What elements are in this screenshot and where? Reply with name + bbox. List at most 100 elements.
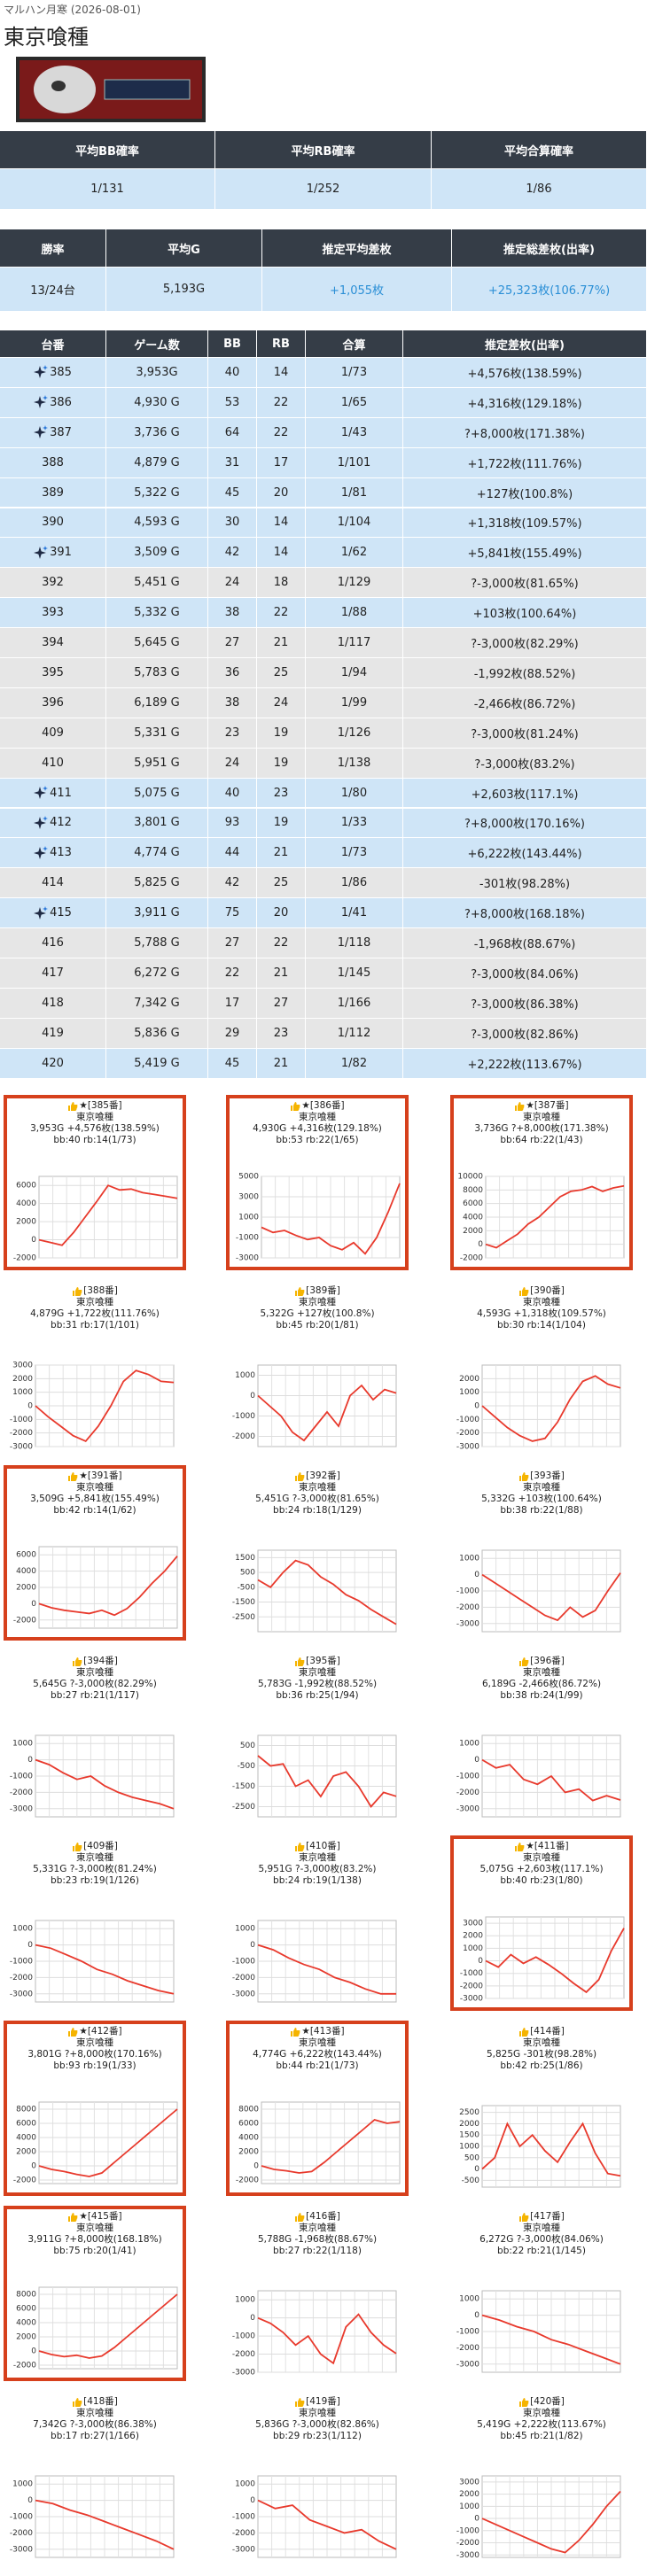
card-title: [389番] (306, 1285, 340, 1296)
cell-text: 4,774 G (134, 846, 180, 860)
sparkle-small (43, 845, 49, 851)
table-cell: 18 (257, 568, 306, 599)
table-cell: 13/24台 (0, 268, 106, 312)
cell-text: 392 (42, 576, 64, 590)
cell-text: 1/118 (337, 936, 371, 950)
cell-text: 420 (42, 1056, 64, 1070)
table-cell: 5,645 G (106, 628, 208, 658)
table-cell: 1/81 (306, 477, 403, 508)
cell-text: 1/62 (340, 546, 368, 560)
card-title-row: ★[411番] (454, 1841, 629, 1852)
cell-text: 396 (42, 695, 64, 710)
line-chart: -3000 -2000 -1000 0 1000 (10, 2475, 175, 2558)
table-cell: 5,825 G (106, 868, 208, 899)
card-annotation: 3,953G +4,576枚(138.59%) (30, 1123, 160, 1134)
cell-text: 25 (273, 876, 289, 890)
y-tick-label: 1000 (12, 2480, 33, 2489)
thumb-icon (519, 1657, 529, 1666)
card-title-row: ★[385番] (7, 1100, 183, 1112)
table-cell: 17 (208, 988, 257, 1019)
y-tick-label: -2000 (10, 2529, 33, 2538)
thumb-icon (68, 1471, 78, 1481)
cell-text: 5,825 G (134, 876, 180, 890)
cell-text: 24 (273, 695, 289, 710)
cell-text: +2,603枚(117.1%) (471, 788, 579, 802)
table-cell: 1/73 (306, 358, 403, 388)
y-tick-label: 4000 (463, 1214, 483, 1222)
table-cell: 3,953G (106, 358, 208, 388)
header-cell: 平均BB確率 (0, 131, 215, 169)
cell-text: 5,788 G (134, 936, 180, 950)
cell-text: 27 (224, 636, 240, 650)
table-cell: ?-3,000枚(81.24%) (403, 718, 647, 749)
y-tick-label: -500 (462, 2176, 480, 2185)
card-title-row: [414番] (450, 2026, 633, 2037)
y-tick-label: -2000 (456, 1603, 479, 1612)
table-cell: 389 (0, 477, 106, 508)
card-title-row: [409番] (4, 1841, 186, 1852)
y-tick-label: 1000 (459, 2295, 479, 2304)
table-cell: 22 (208, 958, 257, 989)
y-tick-label: 8000 (238, 2106, 259, 2114)
table-cell: 1/99 (306, 687, 403, 718)
header-cell: 推定平均差枚 (262, 229, 452, 268)
data-line (35, 1944, 175, 1995)
cell-text: -301枚(98.28%) (479, 878, 571, 892)
table-cell: 420 (0, 1048, 106, 1079)
table-cell: 5,951 G (106, 748, 208, 779)
thumb-icon (295, 1286, 305, 1296)
cell-text: 27 (273, 996, 289, 1010)
cell-text: 3,509 G (134, 546, 180, 560)
y-tick-label: -3000 (456, 2360, 479, 2369)
y-tick-label: 2000 (16, 1584, 36, 1593)
cell-text: 410 (42, 756, 64, 770)
card-annotation: 4,593G +1,318枚(109.57%) (477, 1308, 606, 1319)
data-line (481, 1758, 621, 1802)
thumb-icon (73, 1657, 82, 1666)
table-cell: 5,322 G (106, 477, 208, 508)
card-title-row: [389番] (226, 1285, 409, 1297)
y-tick-label: 1500 (459, 2131, 479, 2140)
line-chart: -3000 -2000 -1000 0 1000 (456, 1549, 621, 1633)
cell-text: 38 (224, 695, 240, 710)
cell-text: 1/131 (90, 182, 124, 196)
card-title: ★[391番] (79, 1470, 122, 1481)
table-cell: 414 (0, 868, 106, 899)
y-tick-label: -3000 (232, 2545, 255, 2554)
cell-text: 4,879 G (134, 455, 180, 469)
cell-text: 1/99 (340, 695, 368, 710)
y-tick-label: 0 (250, 1392, 255, 1401)
thumb-shape (519, 2212, 529, 2222)
line-chart: -3000 -2000 -1000 0 1000 2000 (456, 1364, 621, 1452)
card-title: [417番] (530, 2211, 565, 2222)
y-tick-label: -2000 (10, 1788, 33, 1797)
cell-text: 5,419 G (134, 1056, 180, 1070)
cell-text: -2,466枚(86.72%) (473, 697, 576, 711)
table-cell: 1/252 (215, 169, 432, 210)
cell-text: 418 (42, 996, 64, 1010)
y-tick-label: -1000 (10, 2513, 33, 2522)
y-tick-label: -2000 (232, 1432, 255, 1441)
y-tick-label: 0 (31, 1236, 36, 1245)
cell-text: 5,322 G (134, 485, 180, 500)
y-tick-label: 6000 (238, 2120, 259, 2129)
thumb-shape (295, 1657, 305, 1666)
y-tick-label: -2000 (13, 1254, 36, 1263)
table-cell: 17 (257, 447, 306, 478)
cell-text: 40 (224, 365, 240, 379)
cell-text: 5,836 G (134, 1026, 180, 1040)
cell-text: 1/86 (526, 182, 552, 196)
table-cell: 42 (208, 538, 257, 569)
card-title: [394番] (83, 1656, 118, 1666)
table-cell: 1/145 (306, 958, 403, 989)
y-tick-label: 0 (250, 2496, 255, 2505)
data-line (257, 2499, 397, 2550)
table-cell: 38 (208, 598, 257, 629)
table-cell: 5,419 G (106, 1048, 208, 1079)
card-title-row: ★[415番] (7, 2211, 183, 2223)
cell-text: 393 (42, 606, 64, 620)
y-tick-label: 0 (31, 2347, 36, 2356)
cell-text: 1/65 (340, 395, 368, 409)
card-annotation: bb:27 rb:22(1/118) (273, 2246, 362, 2256)
